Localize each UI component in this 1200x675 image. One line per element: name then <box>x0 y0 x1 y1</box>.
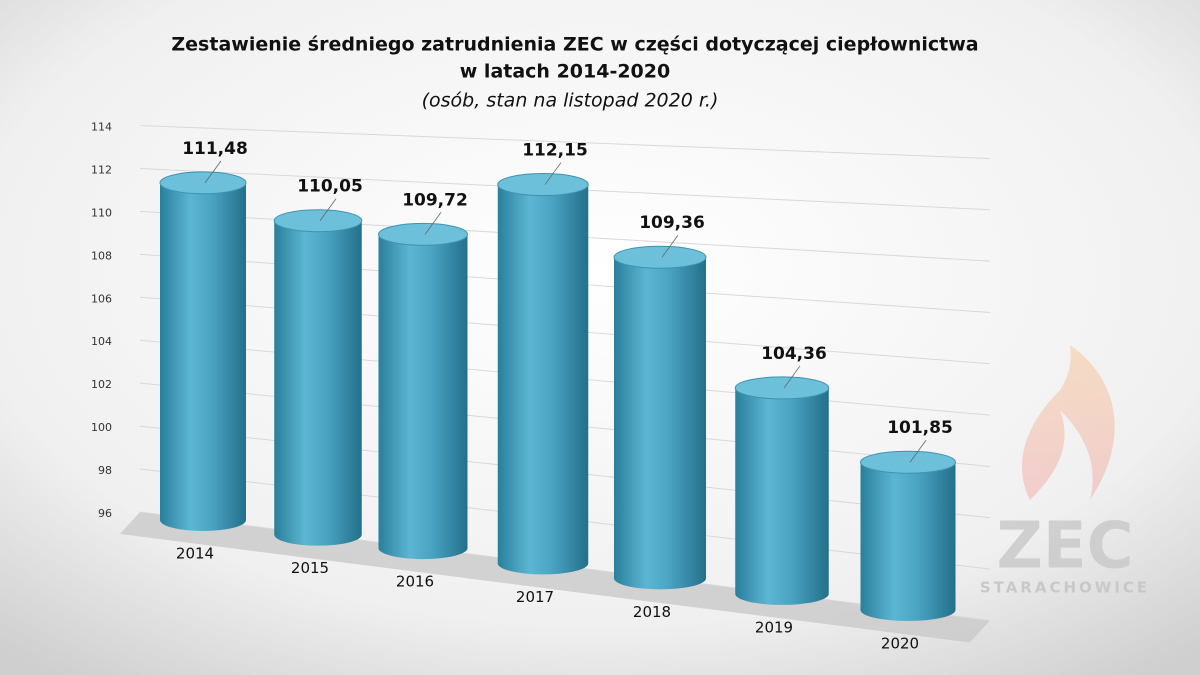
leader-line <box>319 198 337 221</box>
value-label: 109,72 <box>402 190 468 210</box>
y-tick-label: 96 <box>98 507 112 520</box>
y-tick-label: 102 <box>91 378 112 391</box>
y-tick-label: 110 <box>91 206 112 219</box>
y-tick-label: 106 <box>91 292 112 305</box>
leader-line <box>661 234 679 258</box>
bar-top <box>497 173 589 197</box>
x-tick-label: 2019 <box>755 618 793 636</box>
logo-city: STARACHOWICE <box>980 579 1150 597</box>
x-tick-label: 2014 <box>176 545 214 563</box>
value-label: 112,15 <box>522 141 588 161</box>
y-tick-label: 104 <box>91 335 112 348</box>
grid-line <box>139 125 991 159</box>
bar-top <box>860 450 956 474</box>
bar-top <box>734 376 830 400</box>
value-label: 110,05 <box>297 177 363 197</box>
x-tick-label: 2017 <box>516 588 554 606</box>
bar-top <box>273 209 363 233</box>
y-tick-label: 108 <box>91 249 112 262</box>
bar <box>735 387 829 605</box>
leader-line <box>783 365 801 389</box>
leader-line <box>424 212 442 235</box>
y-tick-label: 114 <box>91 121 112 134</box>
value-label: 109,36 <box>639 213 705 233</box>
bar-top <box>378 222 468 246</box>
leader-line <box>544 162 562 185</box>
bar <box>860 462 956 621</box>
y-tick-label: 100 <box>91 421 112 434</box>
logo-name: ZEC <box>996 510 1133 584</box>
bar <box>378 234 468 560</box>
x-tick-label: 2018 <box>633 603 671 621</box>
chart-title-line2: w latach 2014-2020 <box>460 61 670 83</box>
chart-title: Zestawienie średniego zatrudnienia ZEC w… <box>171 34 978 56</box>
floor <box>120 511 990 643</box>
leader-line <box>909 439 927 463</box>
bar-top <box>159 171 247 195</box>
x-tick-label: 2015 <box>291 559 329 577</box>
y-tick-label: 98 <box>98 464 112 477</box>
leader-line <box>204 160 222 184</box>
x-tick-label: 2020 <box>881 635 919 653</box>
y-tick-label: 112 <box>91 163 112 176</box>
bar <box>160 182 246 531</box>
bar <box>614 257 706 590</box>
bar-top <box>613 245 707 269</box>
x-tick-label: 2016 <box>396 573 434 591</box>
chart-subtitle: (osób, stan na listopad 2020 r.) <box>422 90 719 112</box>
bar <box>274 220 362 546</box>
logo-flame <box>1021 345 1115 500</box>
value-label: 111,48 <box>182 139 248 159</box>
value-label: 104,36 <box>761 344 827 364</box>
bar <box>497 184 589 575</box>
value-label: 101,85 <box>887 418 953 438</box>
